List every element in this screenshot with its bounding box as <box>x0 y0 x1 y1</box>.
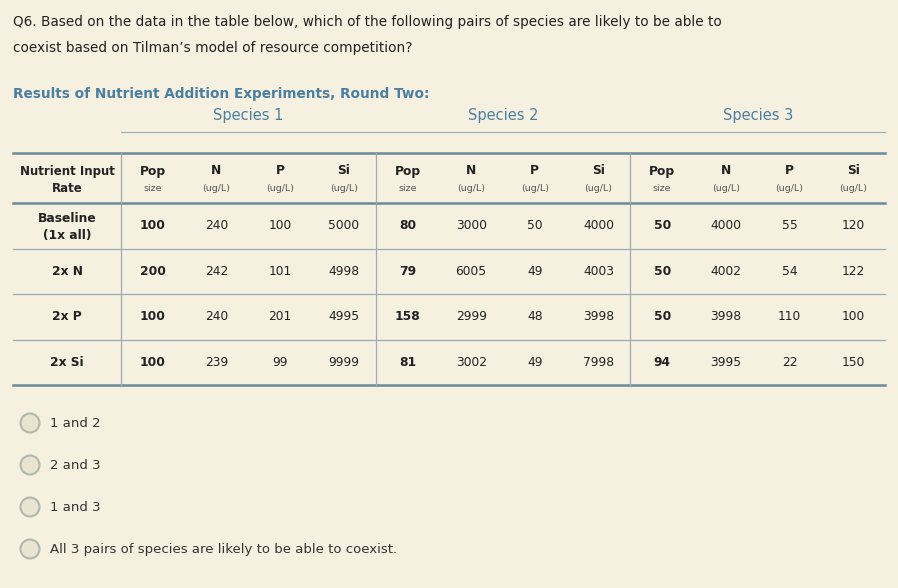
Text: 1 and 2: 1 and 2 <box>50 416 101 429</box>
Text: Si: Si <box>338 165 350 178</box>
Text: 201: 201 <box>269 310 292 323</box>
Text: (ug/L): (ug/L) <box>839 183 867 192</box>
Text: coexist based on Tilman’s model of resource competition?: coexist based on Tilman’s model of resou… <box>13 42 412 55</box>
Text: N: N <box>721 165 731 178</box>
Text: P: P <box>531 165 540 178</box>
Text: 22: 22 <box>782 356 797 369</box>
Text: 81: 81 <box>399 356 416 369</box>
Text: Nutrient Input: Nutrient Input <box>20 165 114 178</box>
Text: 54: 54 <box>781 265 797 278</box>
Text: size: size <box>653 183 672 192</box>
Text: 100: 100 <box>140 219 166 232</box>
Text: 240: 240 <box>205 219 228 232</box>
Text: Pop: Pop <box>140 165 166 178</box>
Text: 110: 110 <box>778 310 801 323</box>
Text: (ug/L): (ug/L) <box>266 183 295 192</box>
Text: 100: 100 <box>140 356 166 369</box>
Text: 239: 239 <box>205 356 228 369</box>
Text: 49: 49 <box>527 356 542 369</box>
Text: 5000: 5000 <box>329 219 359 232</box>
Text: (1x all): (1x all) <box>43 229 92 242</box>
Text: 6005: 6005 <box>455 265 487 278</box>
Text: 4000: 4000 <box>583 219 614 232</box>
Circle shape <box>21 497 40 516</box>
Text: 100: 100 <box>269 219 292 232</box>
Text: 9999: 9999 <box>329 356 359 369</box>
Text: Rate: Rate <box>51 182 83 195</box>
Text: Baseline: Baseline <box>38 212 96 225</box>
Text: size: size <box>144 183 162 192</box>
Text: 4002: 4002 <box>710 265 742 278</box>
Text: 240: 240 <box>205 310 228 323</box>
Text: (ug/L): (ug/L) <box>521 183 549 192</box>
Text: Pop: Pop <box>394 165 420 178</box>
Text: Si: Si <box>847 165 859 178</box>
Text: 99: 99 <box>272 356 288 369</box>
Text: 120: 120 <box>841 219 865 232</box>
Text: N: N <box>466 165 476 178</box>
Text: Si: Si <box>592 165 605 178</box>
Text: size: size <box>398 183 417 192</box>
Text: 50: 50 <box>654 219 671 232</box>
Text: Species 2: Species 2 <box>468 108 538 122</box>
Text: 2999: 2999 <box>455 310 487 323</box>
Text: 80: 80 <box>399 219 416 232</box>
Circle shape <box>21 456 40 475</box>
Text: 2 and 3: 2 and 3 <box>50 459 101 472</box>
Text: 3002: 3002 <box>455 356 487 369</box>
Text: Pop: Pop <box>649 165 675 178</box>
Text: (ug/L): (ug/L) <box>457 183 485 192</box>
Text: 2x P: 2x P <box>52 310 82 323</box>
Text: 3998: 3998 <box>583 310 614 323</box>
Text: 101: 101 <box>269 265 292 278</box>
Text: N: N <box>211 165 222 178</box>
Text: 2x Si: 2x Si <box>50 356 84 369</box>
Text: Q6. Based on the data in the table below, which of the following pairs of specie: Q6. Based on the data in the table below… <box>13 15 722 29</box>
Text: 100: 100 <box>140 310 166 323</box>
Text: 4003: 4003 <box>583 265 614 278</box>
Text: (ug/L): (ug/L) <box>712 183 740 192</box>
Text: 242: 242 <box>205 265 228 278</box>
Text: 4000: 4000 <box>710 219 742 232</box>
Text: 3000: 3000 <box>455 219 487 232</box>
Circle shape <box>21 540 40 559</box>
Text: 4998: 4998 <box>329 265 359 278</box>
Text: 3995: 3995 <box>710 356 742 369</box>
Text: 50: 50 <box>654 265 671 278</box>
Text: 1 and 3: 1 and 3 <box>50 500 101 513</box>
Text: (ug/L): (ug/L) <box>330 183 357 192</box>
Text: 2x N: 2x N <box>51 265 83 278</box>
Text: (ug/L): (ug/L) <box>585 183 612 192</box>
Text: 158: 158 <box>394 310 420 323</box>
Text: 50: 50 <box>654 310 671 323</box>
Text: Species 3: Species 3 <box>723 108 793 122</box>
Text: 200: 200 <box>140 265 166 278</box>
Text: 122: 122 <box>841 265 865 278</box>
Text: 7998: 7998 <box>583 356 614 369</box>
Text: 48: 48 <box>527 310 542 323</box>
Circle shape <box>21 413 40 433</box>
Text: Species 1: Species 1 <box>213 108 284 122</box>
Text: 79: 79 <box>399 265 416 278</box>
Text: 150: 150 <box>841 356 865 369</box>
Text: 55: 55 <box>781 219 797 232</box>
Text: 49: 49 <box>527 265 542 278</box>
Text: P: P <box>785 165 794 178</box>
Text: 100: 100 <box>841 310 865 323</box>
Text: (ug/L): (ug/L) <box>203 183 231 192</box>
Text: 94: 94 <box>654 356 671 369</box>
Text: All 3 pairs of species are likely to be able to coexist.: All 3 pairs of species are likely to be … <box>50 543 397 556</box>
Text: 4995: 4995 <box>329 310 359 323</box>
Text: Results of Nutrient Addition Experiments, Round Two:: Results of Nutrient Addition Experiments… <box>13 87 429 101</box>
Text: 3998: 3998 <box>710 310 742 323</box>
Text: (ug/L): (ug/L) <box>776 183 804 192</box>
Text: 50: 50 <box>527 219 542 232</box>
Text: P: P <box>276 165 285 178</box>
